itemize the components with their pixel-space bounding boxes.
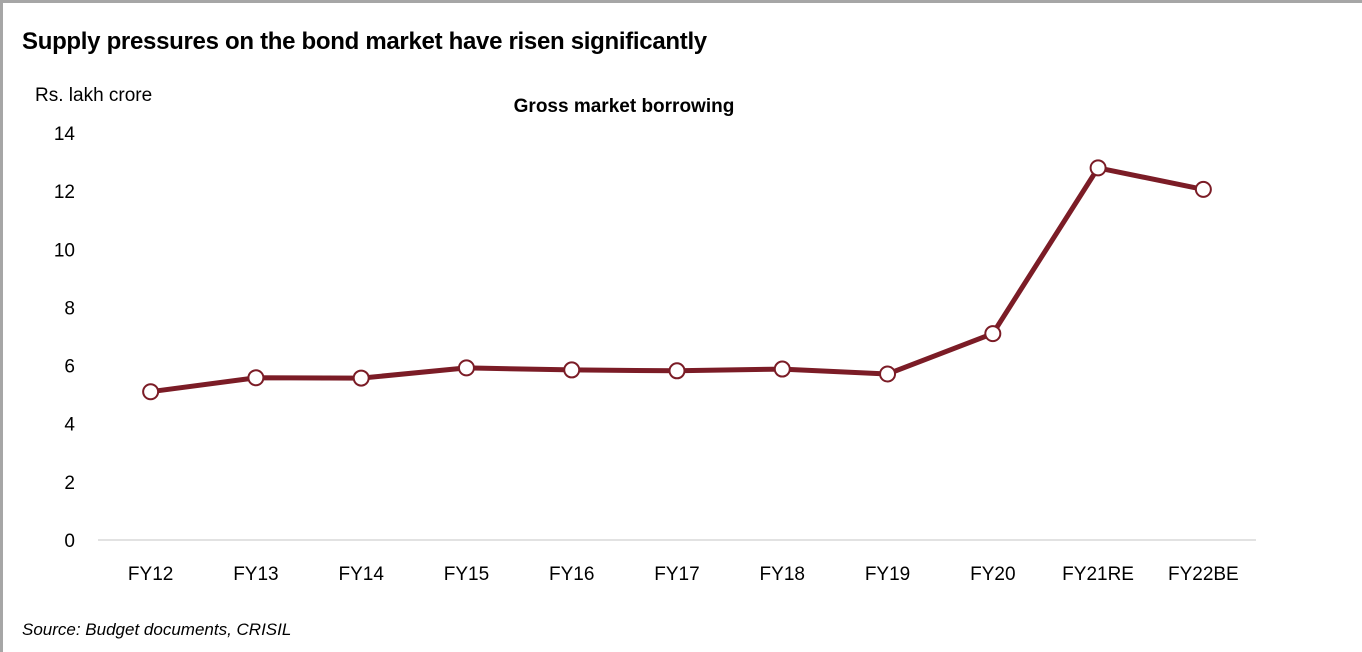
x-axis-ticks: FY12 FY13 FY14 FY15 FY16 FY17 FY18 FY19 FY20 FY21…: [128, 564, 1239, 585]
data-point: [773, 360, 791, 378]
x-tick-label: FY22BE: [1168, 564, 1239, 585]
data-point: [142, 383, 160, 401]
y-tick-label: 10: [54, 240, 75, 261]
chart-title: Gross market borrowing: [514, 96, 735, 117]
data-point: [1089, 159, 1107, 177]
data-point: [352, 369, 370, 387]
x-tick-label: FY20: [970, 564, 1015, 585]
data-point: [247, 369, 265, 387]
y-axis-ticks: 0 2 4 6 8 10 12 14: [54, 124, 76, 552]
data-point: [984, 325, 1002, 343]
data-point: [563, 361, 581, 379]
x-tick-label: FY12: [128, 564, 173, 585]
y-tick-label: 14: [54, 124, 76, 145]
x-tick-label: FY17: [654, 564, 699, 585]
x-tick-label: FY21RE: [1062, 564, 1134, 585]
y-tick-label: 8: [64, 298, 75, 319]
x-tick-label: FY18: [760, 564, 805, 585]
x-tick-label: FY16: [549, 564, 594, 585]
x-tick-label: FY15: [444, 564, 489, 585]
y-tick-label: 2: [64, 473, 75, 494]
data-point: [457, 359, 475, 377]
x-tick-label: FY19: [865, 564, 910, 585]
series-points: [142, 159, 1212, 401]
y-tick-label: 12: [54, 182, 75, 203]
x-tick-label: FY13: [233, 564, 278, 585]
series-line: [150, 165, 1204, 395]
data-point: [879, 365, 897, 383]
y-tick-label: 6: [64, 357, 75, 378]
y-tick-label: 4: [64, 415, 75, 436]
source-note: Source: Budget documents, CRISIL: [22, 620, 292, 639]
y-axis-label: Rs. lakh crore: [35, 85, 152, 106]
x-tick-label: FY14: [338, 564, 384, 585]
page-title: Supply pressures on the bond market have…: [22, 28, 707, 55]
y-tick-label: 0: [64, 531, 75, 552]
data-point: [1194, 180, 1212, 198]
data-point: [668, 362, 686, 380]
